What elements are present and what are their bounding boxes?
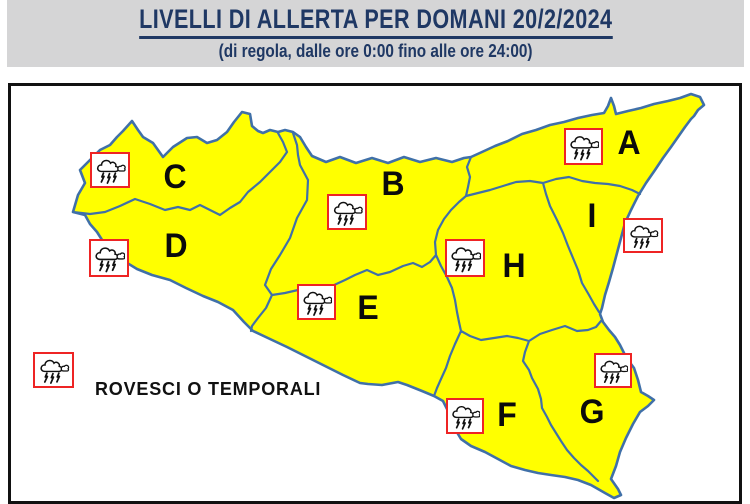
zone-d-thunderstorm-icon bbox=[89, 239, 129, 277]
zone-label-d: D bbox=[164, 227, 188, 265]
zone-e-thunderstorm-icon bbox=[297, 284, 336, 320]
zone-label-h: H bbox=[502, 247, 526, 285]
zone-label-g: G bbox=[579, 393, 605, 431]
zone-i-thunderstorm-icon bbox=[623, 218, 663, 253]
zone-label-c: C bbox=[163, 158, 187, 196]
zone-a-thunderstorm-icon bbox=[564, 128, 603, 165]
zone-f-thunderstorm-icon bbox=[446, 398, 484, 434]
zone-label-f: F bbox=[497, 396, 517, 434]
legend-thunderstorm-icon bbox=[33, 352, 74, 388]
zone-label-e: E bbox=[357, 289, 379, 327]
page-subtitle: (di regola, dalle ore 0:00 fino alle ore… bbox=[218, 41, 533, 61]
zone-c-thunderstorm-icon bbox=[90, 152, 130, 188]
zone-label-i: I bbox=[587, 197, 597, 235]
page-title: LIVELLI DI ALLERTA PER DOMANI 20/2/2024 bbox=[138, 4, 613, 39]
zone-b-thunderstorm-icon bbox=[327, 194, 367, 230]
zone-g-thunderstorm-icon bbox=[594, 353, 632, 388]
header-band: LIVELLI DI ALLERTA PER DOMANI 20/2/2024 … bbox=[7, 0, 744, 67]
zone-label-a: A bbox=[617, 124, 641, 162]
zone-h-thunderstorm-icon bbox=[445, 239, 485, 277]
legend-label: ROVESCI O TEMPORALI bbox=[95, 379, 322, 399]
zone-label-b: B bbox=[381, 165, 405, 203]
